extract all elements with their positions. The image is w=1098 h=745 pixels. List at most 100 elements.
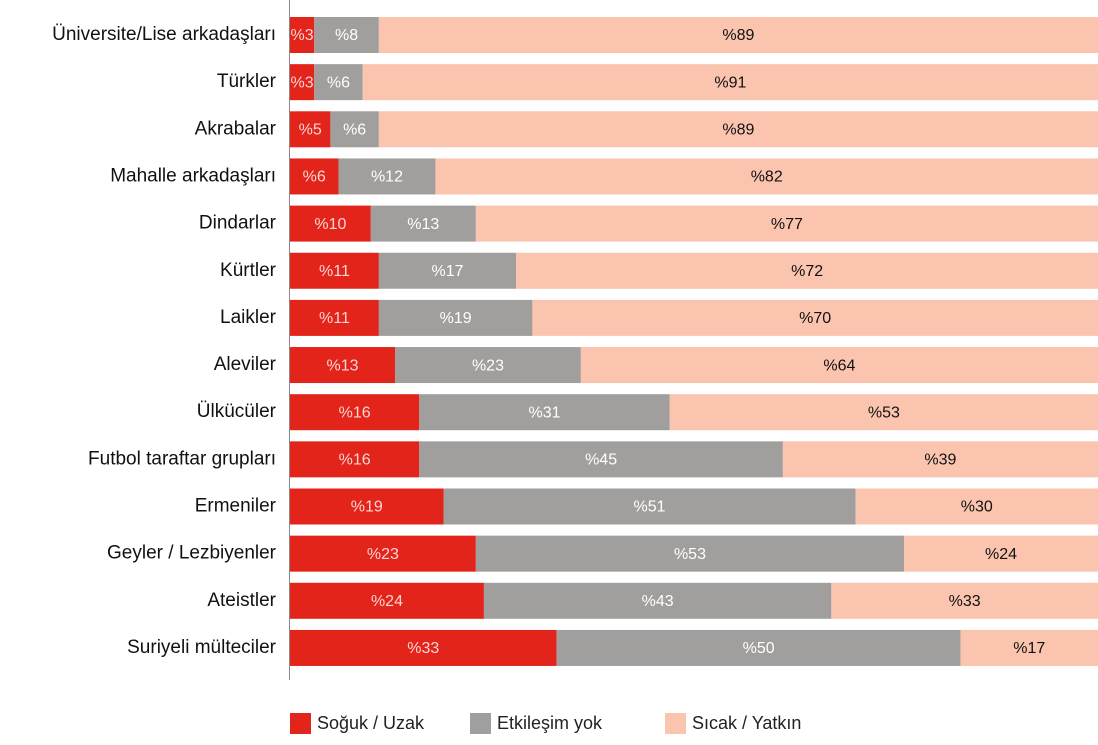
bar-segment [290,111,331,148]
bar-segment [362,64,1098,101]
value-label: %31 [529,404,561,421]
bar-segment [419,441,783,478]
bar-segment [370,205,476,242]
value-label: %91 [714,74,746,91]
legend-swatch [290,713,311,734]
bar-segment [475,205,1098,242]
bar-segment [290,629,557,666]
value-label: %72 [791,263,823,280]
legend-label: Sıcak / Yatkın [692,713,801,733]
value-label: %19 [440,310,472,327]
value-label: %16 [339,452,371,469]
bar-segment [556,629,961,666]
value-label: %77 [771,216,803,233]
category-label: Aleviler [214,354,277,375]
legend-swatch [470,713,491,734]
bar-segment [395,347,581,384]
value-label: %51 [634,499,666,516]
value-label: %13 [327,357,359,374]
legend-label: Etkileşim yok [497,713,603,733]
value-label: %19 [351,499,383,516]
value-label: %11 [319,310,350,327]
category-label: Futbol taraftar grupları [88,448,276,469]
bar-segment [290,205,371,242]
bar-segment [580,347,1098,384]
value-label: %43 [642,593,674,610]
value-label: %8 [335,27,358,44]
bar-segment [831,582,1098,619]
bar-segment [290,394,420,431]
value-label: %11 [319,263,350,280]
value-label: %89 [722,122,754,139]
value-label: %24 [371,593,403,610]
bar-segment [516,252,1098,289]
value-label: %24 [985,546,1017,563]
value-label: %16 [339,404,371,421]
bar-segment [290,582,484,619]
value-label: %6 [343,122,366,139]
bar-segment [378,111,1098,148]
category-label: Akrabalar [195,118,277,139]
bar-segment [443,488,856,525]
legend-label: Soğuk / Uzak [317,713,425,733]
bar-segment [532,299,1098,336]
bar-segment [290,535,476,572]
value-label: %39 [924,452,956,469]
value-label: %12 [371,169,403,186]
bar-segment [435,158,1098,195]
bar-segment [290,64,315,101]
bar-segment [290,488,444,525]
value-label: %50 [743,640,775,657]
value-label: %13 [407,216,439,233]
value-label: %23 [472,357,504,374]
value-label: %53 [868,404,900,421]
bar-segment [338,158,436,195]
value-label: %45 [585,452,617,469]
value-label: %70 [799,310,831,327]
category-label: Türkler [217,71,277,92]
category-label: Geyler / Lezbiyenler [107,543,277,564]
bar-segment [290,441,420,478]
value-label: %64 [823,357,855,374]
value-label: %33 [949,593,981,610]
value-label: %3 [291,74,314,91]
bar-segment [290,252,379,289]
category-label: Ateistler [207,590,276,611]
category-label: Suriyeli mülteciler [127,637,277,658]
bar-segment [290,158,339,195]
bar-segment [475,535,905,572]
bar-segment [669,394,1098,431]
category-label: Ermeniler [195,496,277,517]
bar-segment [378,252,517,289]
value-label: %17 [1013,640,1045,657]
category-label: Laikler [220,307,277,328]
value-label: %53 [674,546,706,563]
bar-segment [904,535,1098,572]
value-label: %23 [367,546,399,563]
bar-segment [378,299,533,336]
value-label: %89 [722,27,754,44]
bar-segment [290,347,396,384]
category-label: Ülkücüler [197,401,277,422]
category-label: Üniversite/Lise arkadaşları [52,24,276,45]
value-label: %3 [291,27,314,44]
category-label: Dindarlar [199,213,277,234]
value-label: %10 [314,216,346,233]
legend-swatch [665,713,686,734]
bar-segment [960,629,1098,666]
bar-segment [290,17,315,53]
bar-segment [419,394,670,431]
value-label: %6 [327,74,350,91]
bar-segment [290,299,379,336]
value-label: %6 [303,169,326,186]
bar-segment [378,17,1098,53]
value-label: %33 [407,640,439,657]
bar-segment [855,488,1098,525]
value-label: %17 [432,263,464,280]
bar-segment [314,17,379,53]
value-label: %82 [751,169,783,186]
value-label: %30 [961,499,993,516]
category-label: Kürtler [220,260,277,281]
bar-segment [782,441,1098,478]
